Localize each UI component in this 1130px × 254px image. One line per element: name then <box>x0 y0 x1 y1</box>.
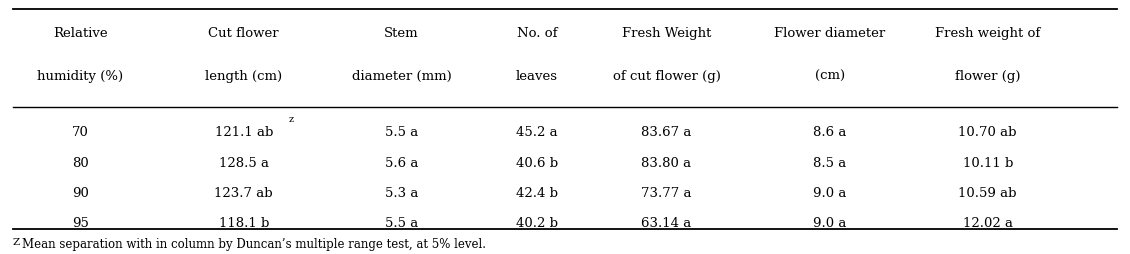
Text: z: z <box>288 115 294 124</box>
Text: Mean separation with in column by Duncan’s multiple range test, at 5% level.: Mean separation with in column by Duncan… <box>21 238 486 251</box>
Text: 63.14 a: 63.14 a <box>642 217 692 230</box>
Text: 8.5 a: 8.5 a <box>814 156 846 169</box>
Text: 5.3 a: 5.3 a <box>385 187 418 200</box>
Text: Stem: Stem <box>384 27 419 40</box>
Text: 73.77 a: 73.77 a <box>641 187 692 200</box>
Text: (cm): (cm) <box>815 70 845 83</box>
Text: humidity (%): humidity (%) <box>37 70 123 83</box>
Text: 9.0 a: 9.0 a <box>814 217 846 230</box>
Text: Fresh weight of: Fresh weight of <box>936 27 1041 40</box>
Text: 40.6 b: 40.6 b <box>515 156 558 169</box>
Text: 95: 95 <box>72 217 89 230</box>
Text: 90: 90 <box>72 187 89 200</box>
Text: diameter (mm): diameter (mm) <box>351 70 451 83</box>
Text: 12.02 a: 12.02 a <box>963 217 1012 230</box>
Text: No. of: No. of <box>516 27 557 40</box>
Text: of cut flower (g): of cut flower (g) <box>612 70 721 83</box>
Text: 70: 70 <box>72 126 89 139</box>
Text: Cut flower: Cut flower <box>208 27 279 40</box>
Text: 5.5 a: 5.5 a <box>385 217 418 230</box>
Text: Flower diameter: Flower diameter <box>774 27 886 40</box>
Text: 83.80 a: 83.80 a <box>642 156 692 169</box>
Text: 121.1 ab: 121.1 ab <box>215 126 273 139</box>
Text: 10.70 ab: 10.70 ab <box>958 126 1017 139</box>
Text: 9.0 a: 9.0 a <box>814 187 846 200</box>
Text: 5.5 a: 5.5 a <box>385 126 418 139</box>
Text: 40.2 b: 40.2 b <box>515 217 558 230</box>
Text: 123.7 ab: 123.7 ab <box>215 187 273 200</box>
Text: 80: 80 <box>72 156 88 169</box>
Text: 128.5 a: 128.5 a <box>219 156 269 169</box>
Text: length (cm): length (cm) <box>206 70 282 83</box>
Text: 45.2 a: 45.2 a <box>516 126 557 139</box>
Text: Relative: Relative <box>53 27 107 40</box>
Text: 8.6 a: 8.6 a <box>814 126 846 139</box>
Text: 10.11 b: 10.11 b <box>963 156 1012 169</box>
Text: 118.1 b: 118.1 b <box>218 217 269 230</box>
Text: 5.6 a: 5.6 a <box>385 156 418 169</box>
Text: 42.4 b: 42.4 b <box>515 187 558 200</box>
Text: Fresh Weight: Fresh Weight <box>622 27 711 40</box>
Text: flower (g): flower (g) <box>955 70 1020 83</box>
Text: 10.59 ab: 10.59 ab <box>958 187 1017 200</box>
Text: 83.67 a: 83.67 a <box>641 126 692 139</box>
Text: leaves: leaves <box>515 70 558 83</box>
Text: Z: Z <box>12 238 20 247</box>
